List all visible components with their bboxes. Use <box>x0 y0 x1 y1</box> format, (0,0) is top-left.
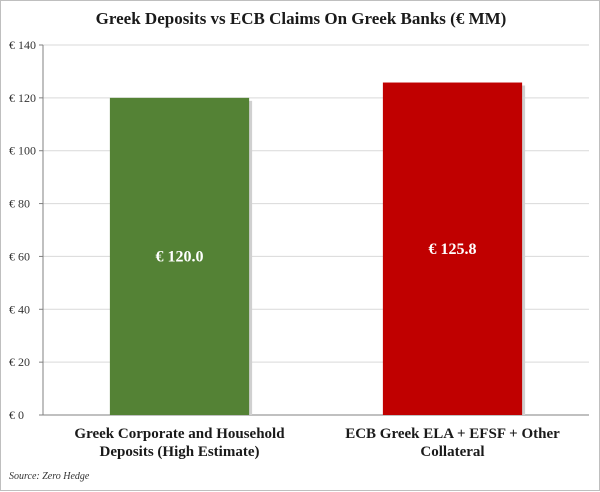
y-tick-label: € 120 <box>9 91 36 105</box>
y-tick-label: € 40 <box>9 302 30 316</box>
x-category-label: ECB Greek ELA + EFSF + Other <box>345 426 560 442</box>
data-label: € 125.8 <box>429 241 477 258</box>
bar <box>109 97 250 415</box>
y-tick-label: € 20 <box>9 355 30 369</box>
x-category-label: Greek Corporate and Household <box>74 426 285 442</box>
source-note: Source: Zero Hedge <box>9 471 90 482</box>
y-tick-label: € 100 <box>9 144 36 158</box>
y-tick-label: € 0 <box>9 408 24 422</box>
bar <box>382 82 523 416</box>
x-category-label: Collateral <box>420 444 484 460</box>
bars <box>109 82 526 416</box>
y-tick-label: € 60 <box>9 249 30 263</box>
data-label: € 120.0 <box>156 248 204 265</box>
y-tick-label: € 80 <box>9 197 30 211</box>
x-category-label: Deposits (High Estimate) <box>100 444 260 460</box>
labels: € 0 € 20 € 40 € 60 € 80 € 100 € 120 € 140 € 120.… <box>9 38 560 460</box>
chart-title: Greek Deposits vs ECB Claims On Greek Ba… <box>95 9 507 28</box>
y-tick-label: € 140 <box>9 38 36 52</box>
